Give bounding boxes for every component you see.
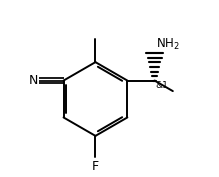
Text: F: F bbox=[92, 160, 99, 173]
Text: N: N bbox=[29, 74, 38, 87]
Text: &1: &1 bbox=[155, 81, 168, 90]
Text: NH$_2$: NH$_2$ bbox=[156, 36, 180, 52]
